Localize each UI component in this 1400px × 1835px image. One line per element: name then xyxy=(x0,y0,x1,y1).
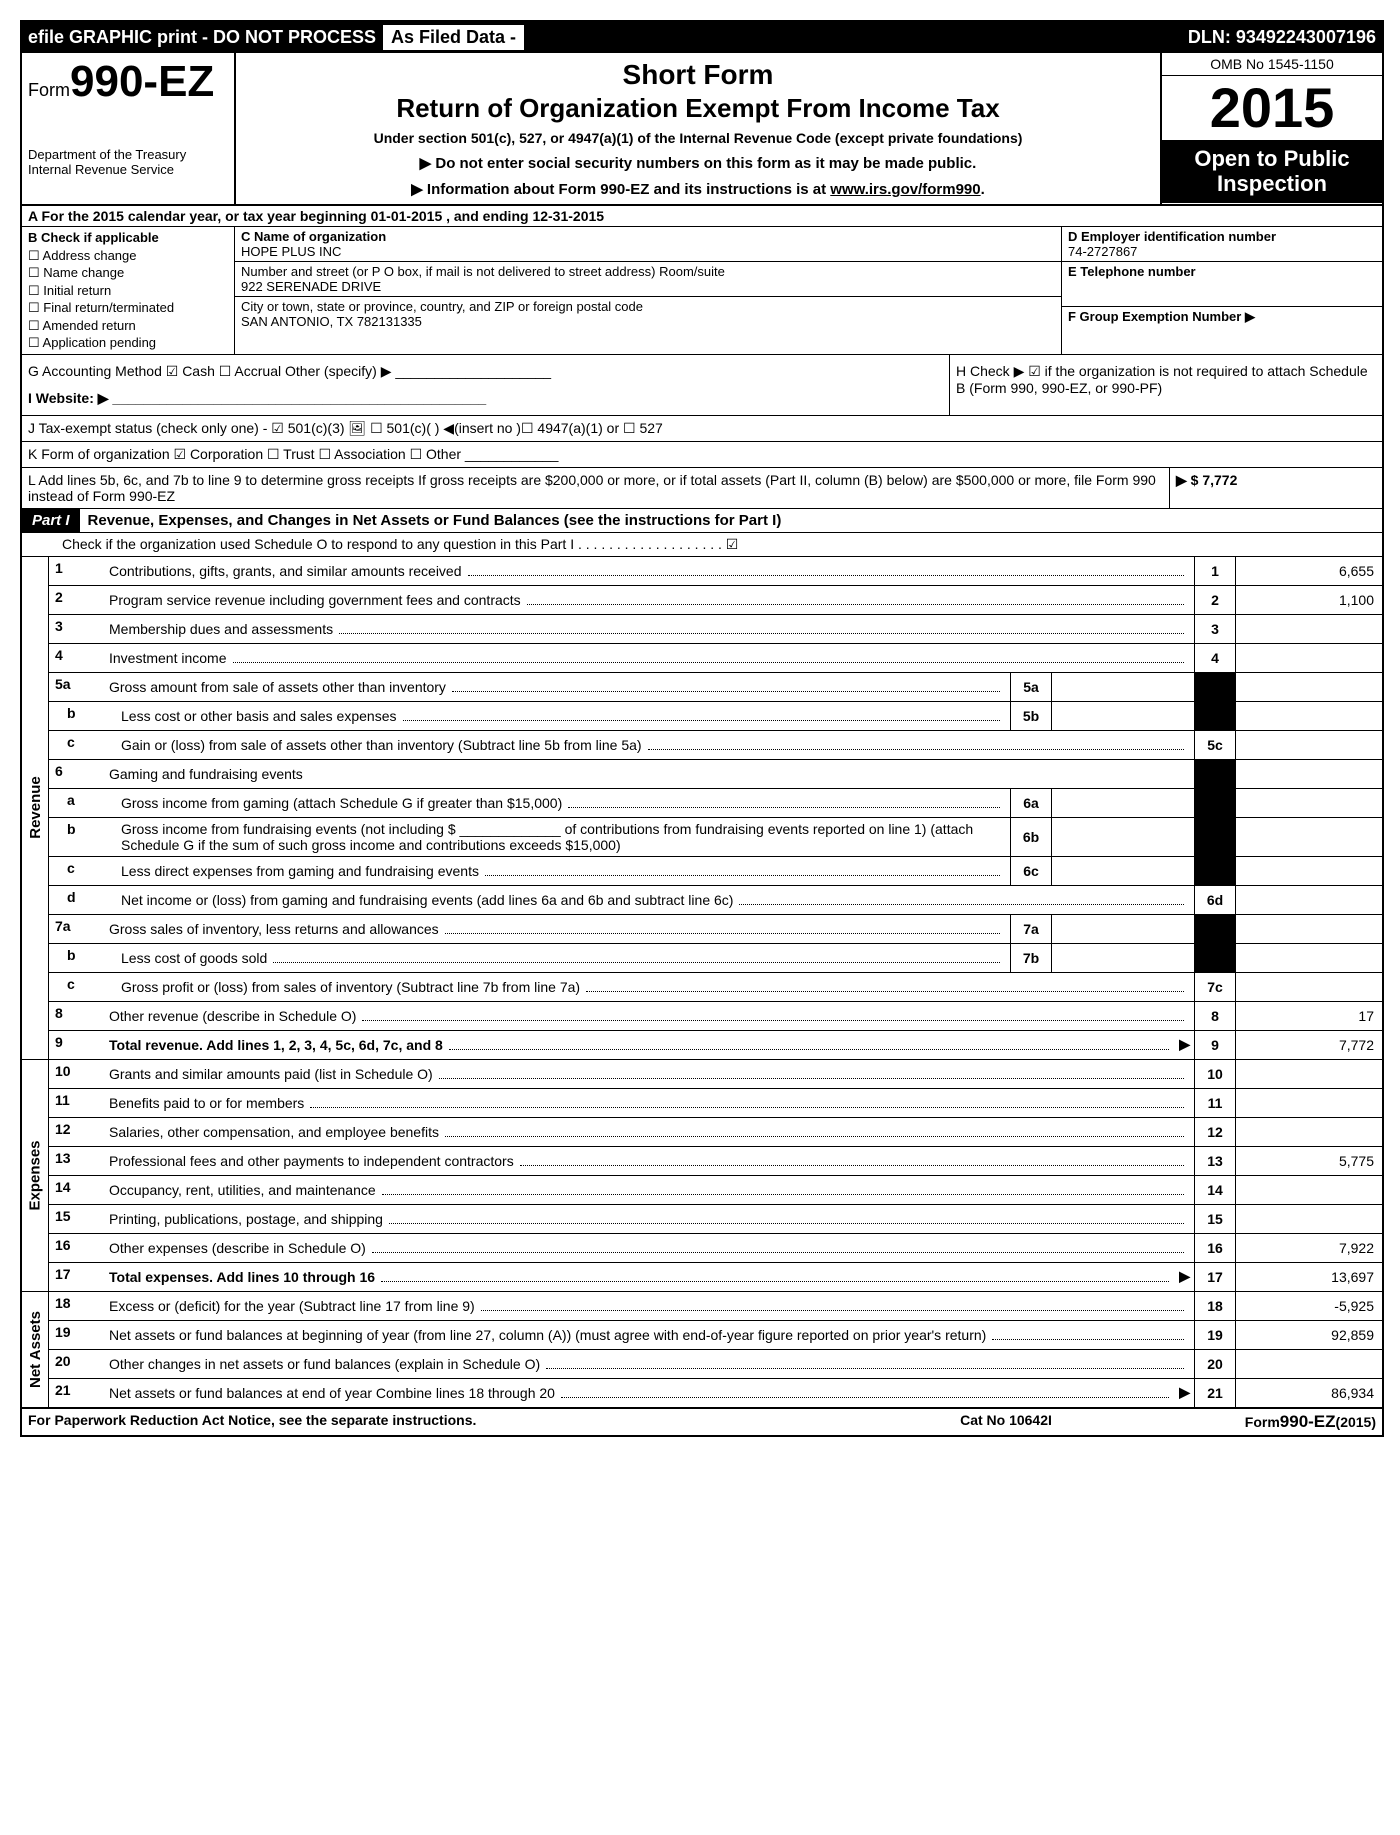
line-l7c: cGross profit or (loss) from sales of in… xyxy=(49,973,1382,1002)
line-l16: 16Other expenses (describe in Schedule O… xyxy=(49,1234,1382,1263)
line-l2: 2Program service revenue including gover… xyxy=(49,586,1382,615)
row-a-tax-year: A For the 2015 calendar year, or tax yea… xyxy=(22,206,1382,227)
line-l6a: aGross income from gaming (attach Schedu… xyxy=(49,789,1382,818)
line-l6: 6Gaming and fundraising events xyxy=(49,760,1382,789)
part1-check-schedule-o: Check if the organization used Schedule … xyxy=(22,533,1382,557)
line-l17: 17Total expenses. Add lines 10 through 1… xyxy=(49,1263,1382,1291)
line-l7a: 7aGross sales of inventory, less returns… xyxy=(49,915,1382,944)
org-street: 922 SERENADE DRIVE xyxy=(241,279,1055,294)
line-l20: 20Other changes in net assets or fund ba… xyxy=(49,1350,1382,1379)
amount-l5c xyxy=(1235,731,1382,759)
header-right: OMB No 1545-1150 2015 Open to Public Ins… xyxy=(1160,53,1382,204)
row-l-gross-receipts: L Add lines 5b, 6c, and 7b to line 9 to … xyxy=(22,468,1382,509)
amount-l6d xyxy=(1235,886,1382,914)
section-bcdef: B Check if applicable ☐ Address change ☐… xyxy=(22,227,1382,355)
form-header: Form990-EZ Department of the Treasury In… xyxy=(22,53,1382,206)
line-l7b: bLess cost of goods sold7b xyxy=(49,944,1382,973)
line-l5b: bLess cost or other basis and sales expe… xyxy=(49,702,1382,731)
form-990ez-page: efile GRAPHIC print - DO NOT PROCESS As … xyxy=(20,20,1384,1437)
line-l15: 15Printing, publications, postage, and s… xyxy=(49,1205,1382,1234)
part1-header: Part I Revenue, Expenses, and Changes in… xyxy=(22,509,1382,533)
line-l8: 8Other revenue (describe in Schedule O)8… xyxy=(49,1002,1382,1031)
expenses-section: Expenses 10Grants and similar amounts pa… xyxy=(22,1060,1382,1292)
amount-l11 xyxy=(1235,1089,1382,1117)
row-k-form-of-org: K Form of organization ☑ Corporation ☐ T… xyxy=(22,442,1382,468)
line-l5a: 5aGross amount from sale of assets other… xyxy=(49,673,1382,702)
amount-l3 xyxy=(1235,615,1382,643)
row-h-schedule-b: H Check ▶ ☑ if the organization is not r… xyxy=(949,355,1382,415)
line-l12: 12Salaries, other compensation, and empl… xyxy=(49,1118,1382,1147)
amount-l1: 6,655 xyxy=(1235,557,1382,585)
efile-label: efile GRAPHIC print - DO NOT PROCESS xyxy=(28,27,376,48)
row-gh: G Accounting Method ☑ Cash ☐ Accrual Oth… xyxy=(22,355,1382,416)
col-def: D Employer identification number 74-2727… xyxy=(1061,227,1382,354)
col-c-org-info: C Name of organization HOPE PLUS INC Num… xyxy=(235,227,1061,354)
line-l4: 4Investment income4 xyxy=(49,644,1382,673)
amount-l14 xyxy=(1235,1176,1382,1204)
amount-l10 xyxy=(1235,1060,1382,1088)
org-city: SAN ANTONIO, TX 782131335 xyxy=(241,314,1055,329)
amount-l13: 5,775 xyxy=(1235,1147,1382,1175)
line-l14: 14Occupancy, rent, utilities, and mainte… xyxy=(49,1176,1382,1205)
org-name: HOPE PLUS INC xyxy=(241,244,1055,259)
line-l9: 9Total revenue. Add lines 1, 2, 3, 4, 5c… xyxy=(49,1031,1382,1059)
irs-link[interactable]: www.irs.gov/form990 xyxy=(830,181,980,198)
line-l6d: dNet income or (loss) from gaming and fu… xyxy=(49,886,1382,915)
amount-l9: 7,772 xyxy=(1235,1031,1382,1059)
amount-l20 xyxy=(1235,1350,1382,1378)
topbar: efile GRAPHIC print - DO NOT PROCESS As … xyxy=(22,22,1382,53)
title-short-form: Short Form xyxy=(246,59,1150,91)
ein: 74-2727867 xyxy=(1068,244,1376,259)
amount-l12 xyxy=(1235,1118,1382,1146)
line-l18: 18Excess or (deficit) for the year (Subt… xyxy=(49,1292,1382,1321)
row-j-tax-exempt: J Tax-exempt status (check only one) - ☑… xyxy=(22,416,1382,442)
line-l5c: cGain or (loss) from sale of assets othe… xyxy=(49,731,1382,760)
tax-year: 2015 xyxy=(1162,76,1382,140)
amount-l16: 7,922 xyxy=(1235,1234,1382,1262)
open-to-public: Open to Public Inspection xyxy=(1162,140,1382,203)
cat-no: Cat No 10642I xyxy=(856,1412,1156,1432)
col-b-checkboxes: B Check if applicable ☐ Address change ☐… xyxy=(22,227,235,354)
amount-l8: 17 xyxy=(1235,1002,1382,1030)
revenue-section: Revenue 1Contributions, gifts, grants, a… xyxy=(22,557,1382,1060)
amount-l2: 1,100 xyxy=(1235,586,1382,614)
amount-l4 xyxy=(1235,644,1382,672)
gross-receipts-amount: ▶ $ 7,772 xyxy=(1169,468,1382,508)
line-l19: 19Net assets or fund balances at beginni… xyxy=(49,1321,1382,1350)
line-l11: 11Benefits paid to or for members11 xyxy=(49,1089,1382,1118)
line-l6c: cLess direct expenses from gaming and fu… xyxy=(49,857,1382,886)
line-l3: 3Membership dues and assessments3 xyxy=(49,615,1382,644)
amount-l18: -5,925 xyxy=(1235,1292,1382,1320)
netassets-section: Net Assets 18Excess or (deficit) for the… xyxy=(22,1292,1382,1409)
row-g-accounting: G Accounting Method ☑ Cash ☐ Accrual Oth… xyxy=(28,363,943,380)
amount-l7c xyxy=(1235,973,1382,1001)
line-l10: 10Grants and similar amounts paid (list … xyxy=(49,1060,1382,1089)
header-center: Short Form Return of Organization Exempt… xyxy=(236,53,1160,204)
amount-l15 xyxy=(1235,1205,1382,1233)
amount-l21: 86,934 xyxy=(1235,1379,1382,1407)
line-l21: 21Net assets or fund balances at end of … xyxy=(49,1379,1382,1407)
header-left: Form990-EZ Department of the Treasury In… xyxy=(22,53,236,204)
omb-no: OMB No 1545-1150 xyxy=(1162,53,1382,76)
asfiled-box: As Filed Data - xyxy=(382,24,525,51)
dln: DLN: 93492243007196 xyxy=(1188,27,1376,48)
amount-l19: 92,859 xyxy=(1235,1321,1382,1349)
row-i-website: I Website: ▶ ___________________________… xyxy=(28,390,943,407)
line-l13: 13Professional fees and other payments t… xyxy=(49,1147,1382,1176)
amount-l17: 13,697 xyxy=(1235,1263,1382,1291)
line-l6b: bGross income from fundraising events (n… xyxy=(49,818,1382,857)
form-footer: For Paperwork Reduction Act Notice, see … xyxy=(22,1409,1382,1435)
line-l1: 1Contributions, gifts, grants, and simil… xyxy=(49,557,1382,586)
title-return: Return of Organization Exempt From Incom… xyxy=(246,93,1150,124)
